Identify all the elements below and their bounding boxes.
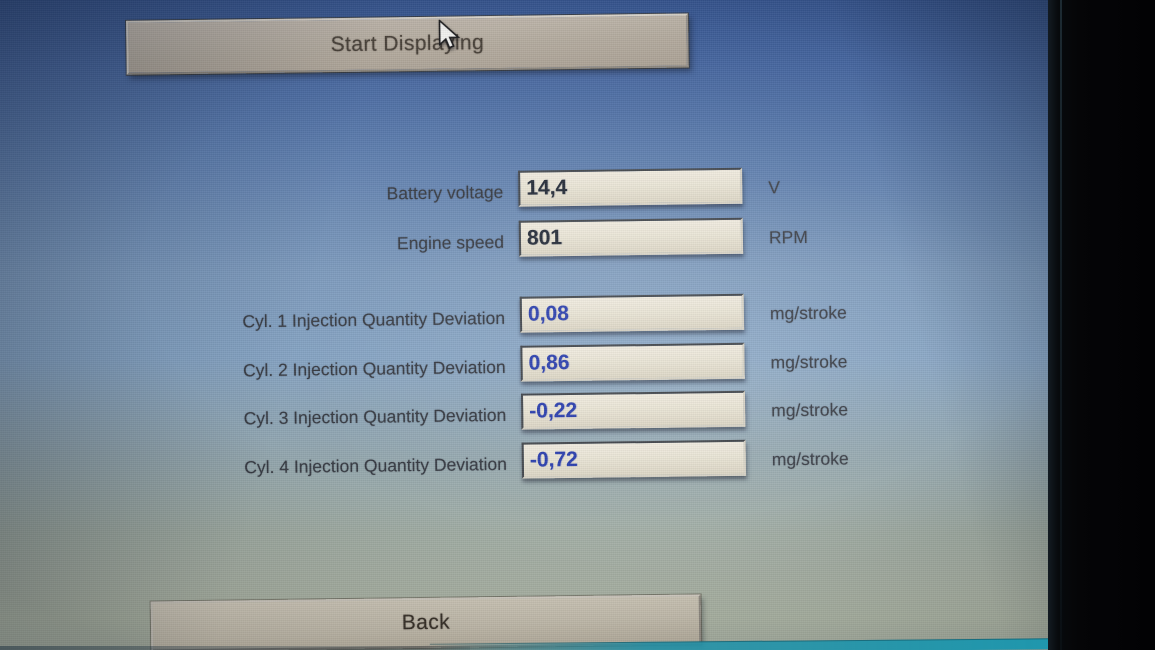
primary-readouts-group: Battery voltage 14,4 V Engine speed 801 RPM <box>0 0 1046 257</box>
readout-row: Battery voltage 14,4 V <box>0 166 898 214</box>
readout-label: Cyl. 2 Injection Quantity Deviation <box>242 356 506 381</box>
diagnostic-ui: Start Displaying Battery voltage 14,4 V Eng… <box>0 0 1046 650</box>
readout-unit: mg/stroke <box>770 351 848 373</box>
readout-label: Cyl. 3 Injection Quantity Deviation <box>243 404 507 429</box>
readout-unit: V <box>768 177 781 198</box>
readout-value: -0,22 <box>529 398 578 423</box>
readout-value: 0,08 <box>527 302 569 326</box>
start-displaying-button-label: Start Displaying <box>330 31 485 57</box>
diagnostic-screen: Start Displaying Battery voltage 14,4 V Eng… <box>0 0 1050 650</box>
readout-value-field: 0,08 <box>519 293 745 333</box>
readout-row: Cyl. 3 Injection Quantity Deviation -0,22… <box>1 389 901 437</box>
readout-unit: mg/stroke <box>769 302 847 324</box>
readout-value: 14,4 <box>526 176 568 200</box>
readout-value-field: -0,22 <box>520 390 746 430</box>
readout-row: Engine speed 801 RPM <box>0 216 899 264</box>
bezel-highlight-line <box>1060 0 1062 650</box>
readout-value-field: 0,86 <box>520 342 745 382</box>
start-displaying-button[interactable]: Start Displaying <box>126 13 689 75</box>
readout-label: Engine speed <box>396 231 505 254</box>
readout-row: Cyl. 1 Injection Quantity Deviation 0,08 m… <box>0 292 900 340</box>
readout-value-field: 14,4 <box>518 167 743 207</box>
screen-bottom-edge <box>0 646 470 650</box>
readout-value: 801 <box>526 226 563 250</box>
readout-label: Cyl. 4 Injection Quantity Deviation <box>244 453 508 478</box>
cylinder-readouts-group: Cyl. 1 Injection Quantity Deviation 0,08 m… <box>0 0 1046 479</box>
readout-value: 0,86 <box>528 351 570 375</box>
readout-row: Cyl. 4 Injection Quantity Deviation -0,72… <box>2 438 902 486</box>
monitor-bezel <box>1048 0 1155 650</box>
readout-unit: mg/stroke <box>771 399 849 421</box>
back-button-label: Back <box>401 610 451 635</box>
readout-value: -0,72 <box>529 447 578 472</box>
readout-label: Cyl. 1 Injection Quantity Deviation <box>242 307 506 332</box>
readout-unit: RPM <box>768 226 808 248</box>
readout-label: Battery voltage <box>386 181 504 204</box>
readout-value-field: 801 <box>518 217 744 257</box>
readout-value-field: -0,72 <box>521 439 747 479</box>
readout-row: Cyl. 2 Injection Quantity Deviation 0,86 m… <box>0 341 900 389</box>
readout-unit: mg/stroke <box>771 448 849 470</box>
